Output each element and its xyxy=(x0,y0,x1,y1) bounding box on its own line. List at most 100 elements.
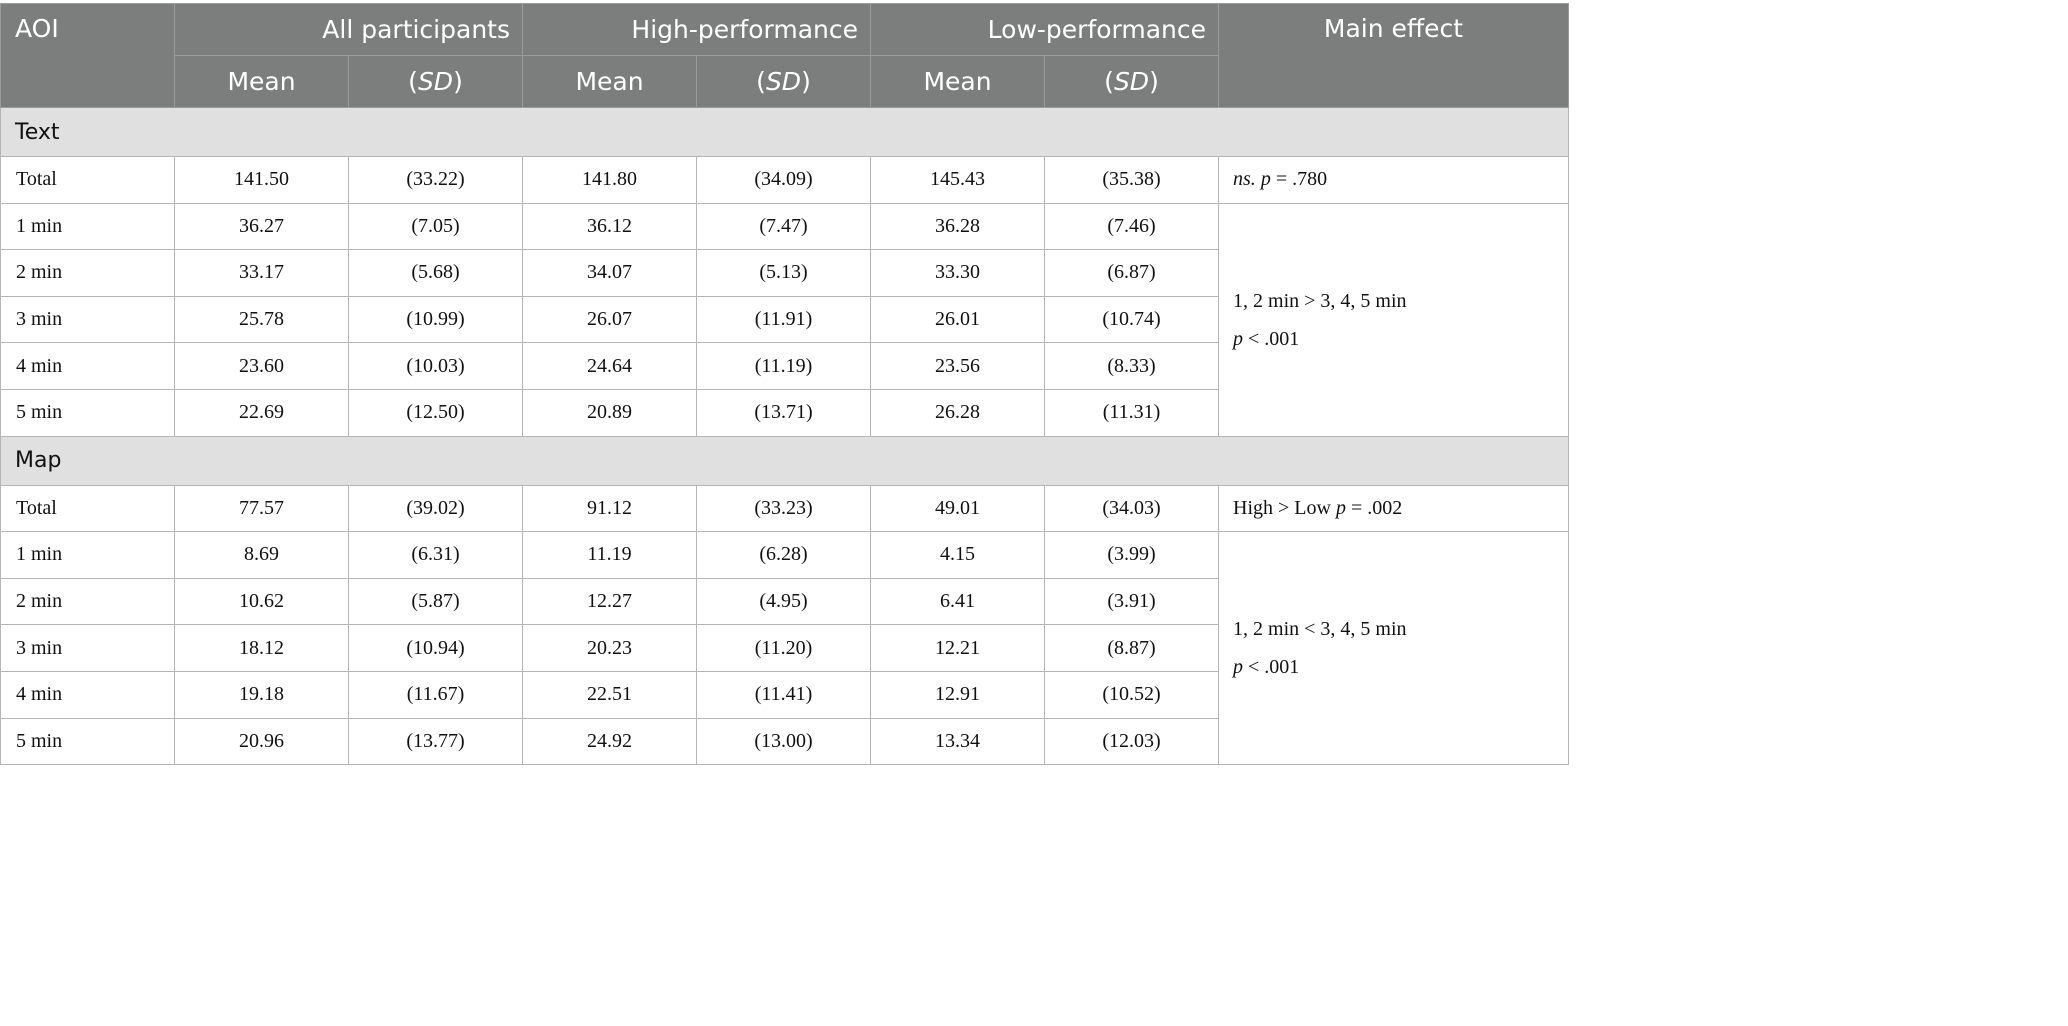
table-cell: 25.78 xyxy=(174,295,349,344)
table-cell: (4.95) xyxy=(696,577,871,626)
table-cell: (39.02) xyxy=(348,484,523,533)
table-cell: 13.34 xyxy=(870,717,1045,766)
sd-label: SD xyxy=(417,67,454,96)
table-cell: 145.43 xyxy=(870,156,1045,204)
section-title: Map xyxy=(0,435,1570,486)
table-cell: 26.28 xyxy=(870,388,1045,437)
row-label: 4 min xyxy=(0,342,175,390)
row-label: 1 min xyxy=(0,531,175,579)
table-cell: (12.50) xyxy=(348,388,523,437)
main-effect-minutes: 1, 2 min < 3, 4, 5 min p < .001 xyxy=(1218,531,1570,766)
table-cell: (6.31) xyxy=(348,531,523,579)
table-cell: 11.19 xyxy=(522,531,697,579)
table-row: 3 min 18.12 (10.94) 20.23 (11.20) 12.21 (8.87) xyxy=(0,624,1569,672)
mean-header-high: Mean xyxy=(522,55,697,108)
table-cell: 26.01 xyxy=(870,295,1045,344)
row-label: 3 min xyxy=(0,295,175,344)
table-cell: (13.77) xyxy=(348,717,523,766)
table-cell: 4.15 xyxy=(870,531,1045,579)
table-cell: 141.50 xyxy=(174,156,349,204)
row-label: 2 min xyxy=(0,577,175,626)
row-label: 5 min xyxy=(0,388,175,437)
effect-line-2: p < .001 xyxy=(1233,320,1568,358)
table-cell: (8.87) xyxy=(1043,624,1220,672)
sd-open-paren: ( xyxy=(756,67,766,96)
table-cell: (33.23) xyxy=(696,484,871,533)
table-cell: (11.41) xyxy=(696,670,871,719)
table-cell: 12.21 xyxy=(870,624,1045,672)
effect-line-1: 1, 2 min < 3, 4, 5 min xyxy=(1233,618,1407,641)
p-symbol: p xyxy=(1260,168,1271,191)
sd-open-paren: ( xyxy=(408,67,418,96)
table-row: 1 min 36.27 (7.05) 36.12 (7.47) 36.28 (7.46) 1,… xyxy=(0,202,1570,437)
table-cell: (11.67) xyxy=(348,670,523,719)
table-row: 4 min 19.18 (11.67) 22.51 (11.41) 12.91 (10.52… xyxy=(0,670,1569,719)
table-cell: 23.60 xyxy=(174,342,349,390)
table-cell: (7.05) xyxy=(348,202,523,251)
sd-label: SD xyxy=(765,67,802,96)
table-header: AOI All participants High-performance Lo… xyxy=(0,3,1570,108)
row-label: 3 min xyxy=(0,624,175,672)
table-cell: 10.62 xyxy=(174,577,349,626)
group-header-all: All participants xyxy=(174,3,523,56)
section-row-text: Text xyxy=(0,107,1570,157)
table-cell: (3.99) xyxy=(1043,531,1220,579)
p-value: < .001 xyxy=(1243,327,1300,350)
table-cell: (10.94) xyxy=(348,624,523,672)
table-cell: (10.52) xyxy=(1043,670,1220,719)
table-cell: (6.28) xyxy=(696,531,871,579)
table-row: 5 min 22.69 (12.50) 20.89 (13.71) 26.28 (11.31… xyxy=(0,388,1569,437)
row-label: Total xyxy=(0,156,175,204)
p-value: = .780 xyxy=(1270,168,1328,191)
p-symbol: p xyxy=(1233,327,1244,350)
table-cell: 19.18 xyxy=(174,670,349,719)
table-cell: 6.41 xyxy=(870,577,1045,626)
ns-label: ns. xyxy=(1233,168,1256,191)
table-cell: 20.23 xyxy=(522,624,697,672)
main-effect-minutes: 1, 2 min > 3, 4, 5 min p < .001 xyxy=(1218,202,1570,437)
mean-header-all: Mean xyxy=(174,55,349,108)
table-row: 2 min 10.62 (5.87) 12.27 (4.95) 6.41 (3.91) xyxy=(0,577,1569,626)
table-cell: 36.28 xyxy=(870,202,1045,251)
sd-header-low: (SD) xyxy=(1043,55,1220,108)
table-cell: (11.31) xyxy=(1043,388,1220,437)
table-row: 1 min 8.69 (6.31) 11.19 (6.28) 4.15 (3.99) 1, 2… xyxy=(0,531,1570,766)
row-label: 2 min xyxy=(0,249,175,297)
table-cell: (6.87) xyxy=(1043,249,1220,297)
table-cell: 24.92 xyxy=(522,717,697,766)
table-cell: (11.91) xyxy=(696,295,871,344)
table-cell: (10.03) xyxy=(348,342,523,390)
group-header-high: High-performance xyxy=(522,3,871,56)
section-title: Text xyxy=(0,107,1570,157)
table-row: 3 min 25.78 (10.99) 26.07 (11.91) 26.01 (10.74… xyxy=(0,295,1569,344)
table-cell: 33.17 xyxy=(174,249,349,297)
row-label: 1 min xyxy=(0,202,175,251)
table-cell: 141.80 xyxy=(522,156,697,204)
p-value: < .001 xyxy=(1243,656,1300,679)
sd-header-all: (SD) xyxy=(348,55,523,108)
table-cell: (5.68) xyxy=(348,249,523,297)
group-header-low: Low-performance xyxy=(869,3,1220,56)
sd-close-paren: ) xyxy=(1149,67,1159,96)
table-cell: (35.38) xyxy=(1043,156,1220,204)
table-cell: 22.69 xyxy=(174,388,349,437)
table-cell: (7.46) xyxy=(1043,202,1220,251)
table-cell: (34.03) xyxy=(1043,484,1220,533)
table-cell: 18.12 xyxy=(174,624,349,672)
table-cell: (34.09) xyxy=(696,156,871,204)
row-label: Total xyxy=(0,484,175,533)
main-effect-header: Main effect xyxy=(1218,3,1570,108)
table-cell: 20.96 xyxy=(174,717,349,766)
table-cell: (33.22) xyxy=(348,156,523,204)
effect-line-2: p < .001 xyxy=(1233,648,1568,686)
table-cell: (11.20) xyxy=(696,624,871,672)
table-cell: 12.27 xyxy=(522,577,697,626)
table-cell: (3.91) xyxy=(1043,577,1220,626)
row-label: 5 min xyxy=(0,717,175,766)
sd-label: SD xyxy=(1113,67,1150,96)
table-cell: 26.07 xyxy=(522,295,697,344)
table-cell: 23.56 xyxy=(870,342,1045,390)
p-symbol: p xyxy=(1233,656,1244,679)
sd-close-paren: ) xyxy=(453,67,463,96)
table-cell: (5.87) xyxy=(348,577,523,626)
